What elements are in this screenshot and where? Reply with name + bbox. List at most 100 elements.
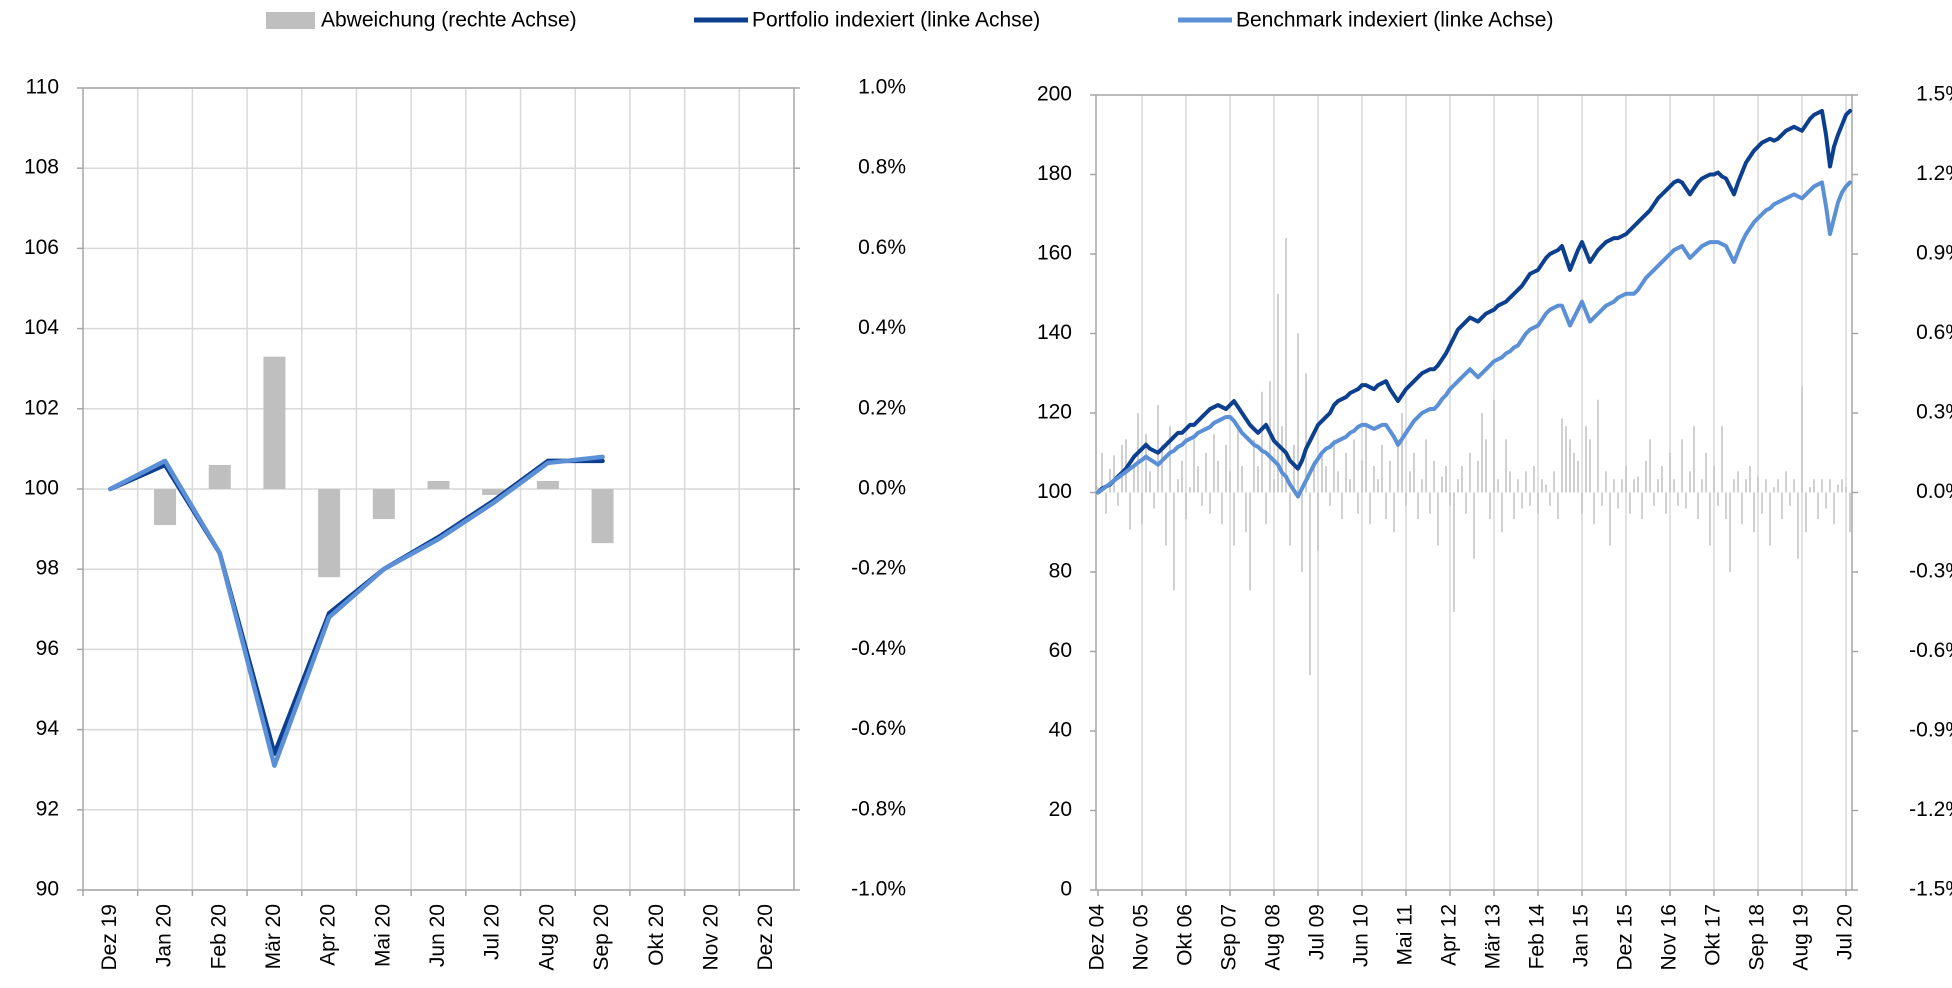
bar [1113,455,1115,493]
y-tick-label: 40 [1049,719,1072,742]
x-tick-label: Apr 20 [317,904,340,966]
bar [1789,492,1791,506]
chart-0: 90 92 94 96 98 100 102 104 106 108 110 -1.0% -0.8% -0… [24,76,906,971]
x-tick-label: Jan 15 [1570,904,1593,967]
bar [1365,426,1367,493]
bar [1645,460,1647,493]
bar [1133,463,1135,493]
bar [1337,471,1339,493]
bar [1369,492,1371,525]
x-tick-label: Aug 08 [1262,904,1285,971]
bar [1649,439,1651,493]
bar [1293,444,1295,493]
bar [1569,439,1571,493]
bar [1633,479,1635,493]
bar [1773,487,1775,493]
bar [1229,471,1231,493]
bar [1617,492,1619,509]
bar [1213,434,1215,493]
bar [1157,405,1159,493]
x-tick-label: Aug 20 [535,904,558,971]
y2-tick-label: 0.9% [1916,242,1952,265]
bar [1373,466,1375,493]
y-tick-label: 90 [36,878,59,901]
x-tick-label: Okt 20 [645,904,668,966]
bar [1425,439,1427,493]
bar [1281,426,1283,493]
y2-tick-label: 0.6% [1916,321,1952,344]
bar [154,489,177,526]
x-tick-label: Dez 15 [1614,904,1637,971]
bar [1449,492,1451,506]
bar [1397,439,1399,493]
bar [1197,466,1199,493]
bar [1629,492,1631,514]
bar [1829,479,1831,493]
y-tick-label: 20 [1049,798,1072,821]
bar [1101,452,1103,493]
bar [1565,426,1567,493]
bar [1161,444,1163,493]
bar [1585,426,1587,493]
bar [1289,492,1291,546]
bar [1533,466,1535,493]
bar [1489,492,1491,519]
bar [1553,471,1555,493]
bar [482,489,505,496]
bar [1613,479,1615,493]
bar [1501,492,1503,533]
y-tick-label: 100 [24,477,59,500]
bar [1273,479,1275,493]
bar [1329,492,1331,506]
x-tick-label: Aug 19 [1790,904,1813,971]
line [1096,180,1852,499]
bar [1697,492,1699,519]
bar [1777,479,1779,493]
bar [1793,479,1795,493]
bar [1253,439,1255,493]
bar [1437,492,1439,546]
bar [1341,492,1343,519]
bar [1745,479,1747,493]
bar [1261,391,1263,493]
bar [1321,452,1323,493]
bar [1725,492,1727,519]
bar [1381,444,1383,493]
y2-tick-label: 1.2% [1916,162,1952,185]
bar [1165,492,1167,546]
bar [1717,492,1719,506]
x-tick-label: Dez 20 [754,904,777,971]
x-tick-label: Dez 19 [98,904,121,971]
bar [1785,471,1787,493]
bar [1465,492,1467,514]
bar [1301,492,1303,572]
bar [1413,452,1415,493]
bar [1537,492,1539,514]
bar [1481,413,1483,493]
bar [1245,492,1247,533]
bar [1173,492,1175,591]
y2-tick-label: 0.8% [858,156,906,179]
bar [1105,492,1107,514]
bar [1769,492,1771,546]
bar [1405,492,1407,506]
bar [1757,476,1759,493]
bar [1109,468,1111,493]
bar [1285,238,1287,493]
y-tick-label: 60 [1049,639,1072,662]
x-tick-label: Okt 06 [1174,904,1197,966]
y-tick-label: 110 [26,76,59,99]
bar [1797,492,1799,559]
x-tick-label: Nov 05 [1130,904,1153,971]
x-tick-label: Okt 17 [1702,904,1725,966]
bar [1325,466,1327,493]
bar [1701,479,1703,493]
bar [1309,492,1311,676]
bar [1441,476,1443,493]
bar [1669,452,1671,493]
y2-tick-label: -0.6% [1909,639,1952,662]
bar [1409,471,1411,493]
y-tick-label: 140 [1037,321,1072,344]
y-tick-label: 100 [1037,480,1072,503]
bar [1201,492,1203,506]
